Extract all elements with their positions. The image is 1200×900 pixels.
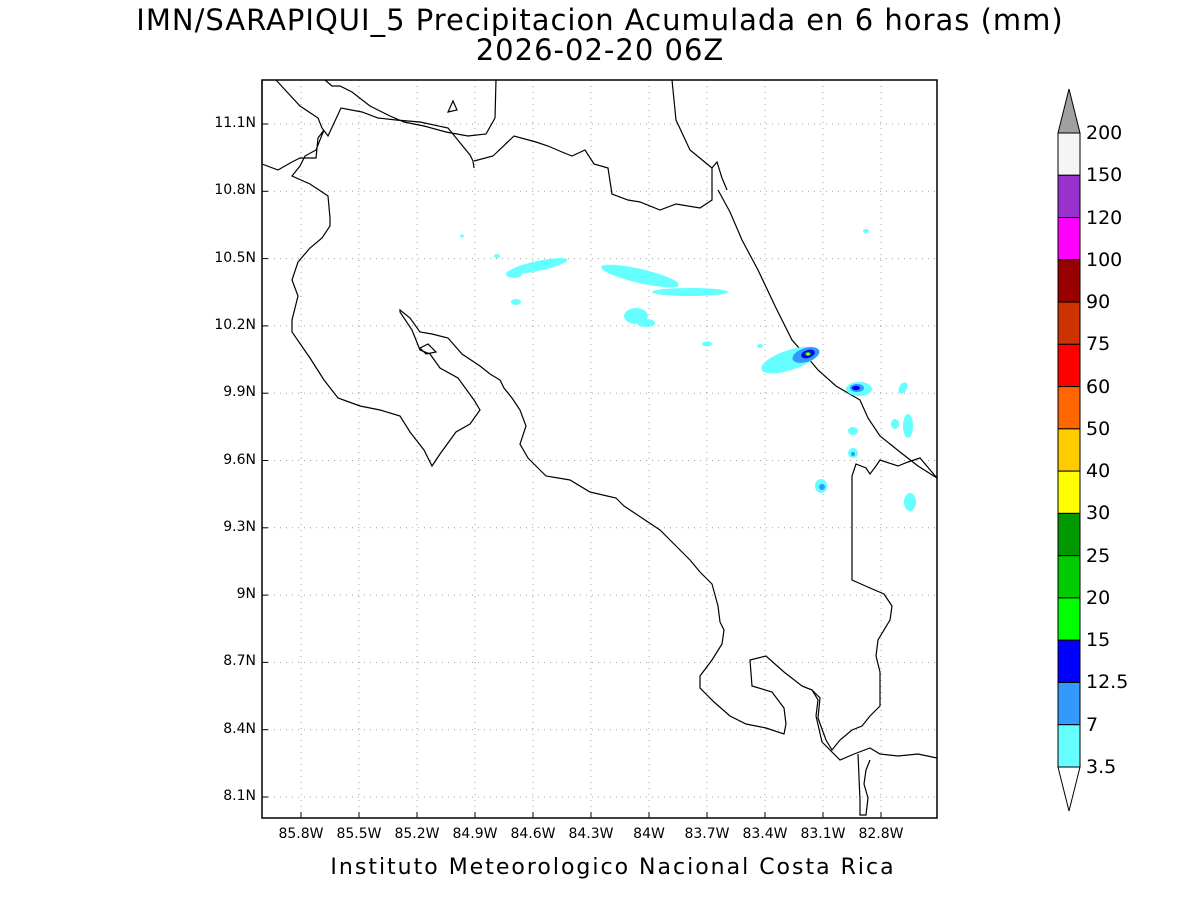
precip-cell [508, 258, 568, 274]
precip-cell [819, 484, 825, 490]
colorbar-level-label: 7 [1086, 713, 1099, 736]
longitude-tick-label: 83.1W [800, 826, 846, 842]
longitude-tick-label: 84.3W [568, 826, 614, 842]
institution-credit: Instituto Meteorologico Nacional Costa R… [330, 855, 896, 880]
latitude-tick-label: 8.4N [223, 720, 256, 737]
precip-cell [848, 427, 858, 435]
precipitation-field [460, 229, 916, 511]
osa-peninsula [801, 685, 938, 761]
precip-cell [891, 419, 899, 429]
colorbar-level-label: 50 [1086, 417, 1111, 440]
graticule-grid [262, 80, 937, 818]
longitude-tick-label: 85.5W [336, 826, 382, 842]
colorbar-level-label: 90 [1086, 291, 1111, 314]
precip-cell [898, 382, 908, 394]
longitude-tick-label: 82.8W [858, 826, 904, 842]
colorbar-over-arrow [1057, 88, 1081, 134]
colorbar-swatch [1057, 428, 1081, 472]
colorbar-swatch [1057, 470, 1081, 514]
colorbar-swatch [1057, 132, 1081, 176]
precip-cell [511, 299, 521, 305]
latitude-tick-label: 8.7N [223, 653, 256, 670]
precip-cell [851, 452, 855, 456]
caribbean-coast [717, 189, 938, 479]
precip-cell [903, 414, 913, 438]
precip-cell [460, 234, 464, 238]
precip-cell [904, 493, 916, 511]
precip-cell [852, 385, 860, 391]
nicaragua-border [275, 79, 475, 169]
map-title: IMN/SARAPIQUI_5 Precipitacion Acumulada … [136, 3, 1064, 37]
colorbar-swatch [1057, 217, 1081, 261]
coastline-borders [261, 79, 938, 816]
burica-peninsula [857, 753, 871, 816]
nicoya-island [418, 343, 438, 355]
lake-island [446, 99, 458, 113]
colorbar-swatch [1057, 301, 1081, 345]
precip-cell [757, 344, 763, 348]
precip-cell [652, 288, 728, 296]
axis-tickmarks [262, 123, 882, 818]
longitude-tick-label: 84.6W [510, 826, 556, 842]
colorbar-swatch [1057, 259, 1081, 303]
lake-nicaragua-shore [324, 79, 497, 137]
colorbar-level-label: 100 [1086, 248, 1123, 271]
colorbar-level-label: 30 [1086, 502, 1111, 525]
longitude-tick-label: 84.9W [452, 826, 498, 842]
colorbar-swatch [1057, 555, 1081, 599]
colorbar-swatch [1057, 681, 1081, 726]
colorbar-swatch [1057, 174, 1081, 219]
colorbar-level-label: 200 [1086, 122, 1123, 144]
colorbar-level-label: 40 [1086, 460, 1111, 483]
map-frame [261, 79, 938, 819]
colorbar [1057, 88, 1081, 812]
latitude-tick-label: 9N [236, 586, 256, 603]
precip-cell [806, 353, 810, 355]
colorbar-level-label: 15 [1086, 629, 1111, 652]
colorbar-swatch [1057, 639, 1081, 683]
colorbar-level-label: 25 [1086, 544, 1111, 567]
colorbar-level-label: 120 [1086, 206, 1123, 229]
colorbar-level-label: 150 [1086, 164, 1123, 187]
latitude-tick-label: 9.3N [223, 518, 256, 535]
longitude-tick-label: 85.8W [278, 826, 324, 842]
precip-cell [506, 270, 522, 278]
colorbar-level-label: 12.5 [1086, 671, 1129, 694]
latitude-tick-label: 10.5N [214, 249, 256, 266]
colorbar-under-arrow [1057, 766, 1081, 812]
colorbar-level-label: 3.5 [1086, 756, 1117, 778]
precip-cell [863, 229, 869, 233]
precip-cell [637, 319, 655, 327]
precip-cell [600, 264, 680, 288]
colorbar-level-label: 20 [1086, 586, 1111, 609]
longitude-tick-label: 84W [633, 826, 665, 842]
san-juan-river [671, 79, 713, 169]
map-datetime: 2026-02-20 06Z [475, 33, 725, 67]
pacific-coast [261, 80, 938, 752]
latitude-tick-label: 10.8N [214, 182, 256, 199]
longitude-tick-label: 83.4W [742, 826, 788, 842]
colorbar-swatch [1057, 724, 1081, 768]
northern-border [473, 135, 728, 211]
precip-cell [494, 254, 500, 258]
latitude-tick-label: 9.9N [223, 384, 256, 401]
latitude-tick-label: 10.2N [214, 316, 256, 333]
colorbar-level-label: 60 [1086, 375, 1111, 398]
longitude-tick-label: 83.7W [684, 826, 730, 842]
latitude-tick-label: 9.6N [223, 451, 256, 468]
colorbar-swatch [1057, 512, 1081, 557]
colorbar-swatch [1057, 343, 1081, 388]
longitude-tick-label: 85.2W [394, 826, 440, 842]
latitude-tick-label: 11.1N [214, 115, 256, 131]
precip-cell [702, 341, 712, 347]
colorbar-swatch [1057, 597, 1081, 641]
colorbar-level-label: 75 [1086, 333, 1111, 356]
colorbar-swatch [1057, 386, 1081, 430]
latitude-tick-label: 8.1N [223, 788, 256, 804]
